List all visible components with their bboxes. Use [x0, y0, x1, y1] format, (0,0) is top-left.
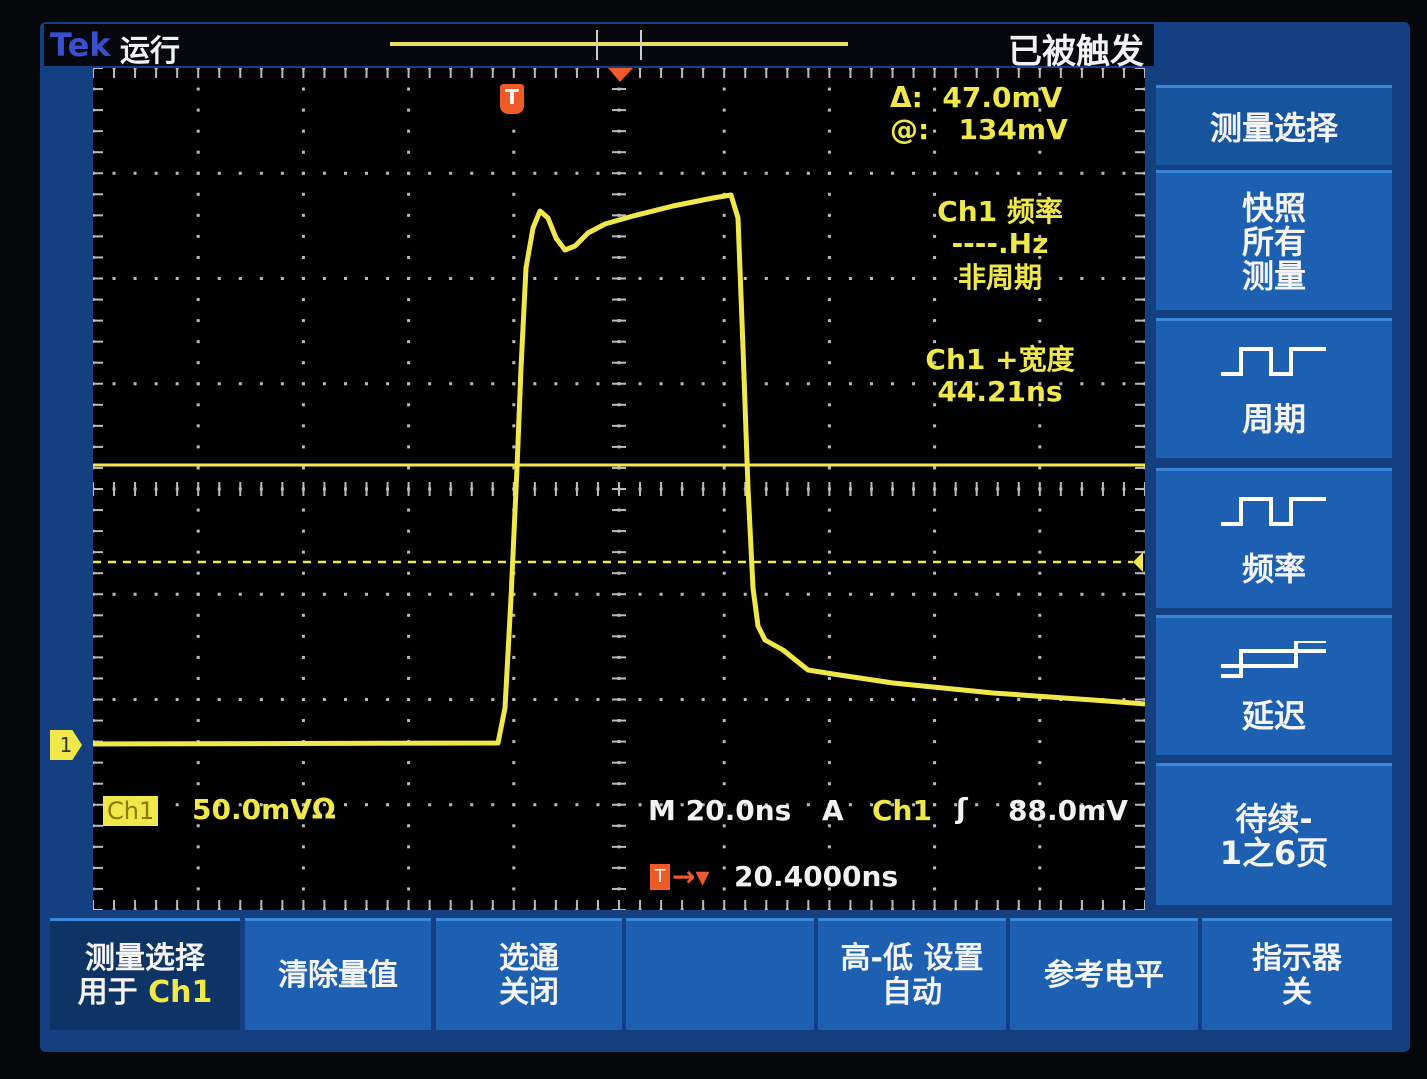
timebase-readout: M 20.0ns — [648, 794, 792, 827]
button-line2-text: 自动 — [882, 974, 942, 1010]
trigger-offset-marker: T — [650, 864, 670, 890]
side-menu-item-label: 待续- 1之6页 — [1219, 799, 1329, 872]
button-line1: 测量选择 — [85, 940, 205, 976]
arrow-down-icon: →▾ — [672, 860, 710, 893]
button-line2-text: 用于 — [77, 974, 149, 1010]
bottom-menu-button-2[interactable]: 选通 关闭 — [436, 918, 622, 1030]
side-menu-title-label: 测量选择 — [1209, 109, 1338, 147]
trigger-source: Ch1 — [872, 794, 932, 827]
side-menu-item-3[interactable]: 延迟 — [1156, 615, 1392, 755]
bottom-menu-button-4[interactable]: 高-低 设置 自动 — [818, 918, 1006, 1030]
trigger-level: 88.0mV — [1008, 794, 1128, 827]
button-line1: 指示器 — [1252, 940, 1342, 976]
ch1-badge[interactable]: Ch1 — [103, 796, 159, 826]
side-menu-item-label: 快照 所有 测量 — [1241, 188, 1306, 295]
side-menu-item-4[interactable]: 待续- 1之6页 — [1156, 763, 1392, 905]
side-menu-item-0[interactable]: 快照 所有 测量 — [1156, 170, 1392, 310]
button-line2: 关闭 — [436, 974, 622, 1010]
side-menu-item-2[interactable]: 频率 — [1156, 468, 1392, 608]
ch1-scale: 50.0mVΩ — [192, 793, 336, 826]
reference-level-arrow — [1133, 552, 1143, 572]
bottom-menu-button-1[interactable]: 清除量值 — [245, 918, 431, 1030]
side-menu-item-label: 延迟 — [1241, 696, 1306, 735]
button-line1: 清除量值 — [278, 957, 398, 993]
record-length-bar — [390, 42, 848, 46]
button-line1: 选通 — [499, 940, 559, 976]
bottom-menu-button-6[interactable]: 指示器关 — [1202, 918, 1392, 1030]
button-line2-text: 关 — [1282, 974, 1312, 1010]
freq-value: ----.Hz — [951, 227, 1049, 260]
graticule — [93, 68, 1145, 910]
button-line1: 参考电平 — [1044, 957, 1164, 993]
cursor-delta-readout: Δ: 47.0mV — [890, 81, 1063, 114]
pulse-period-icon — [1221, 346, 1326, 376]
side-menu-item-label: 周期 — [1241, 399, 1306, 438]
side-menu-item-label: 频率 — [1241, 549, 1306, 588]
freq-label: Ch1 频率 — [937, 195, 1063, 228]
button-line2: 用于 Ch1 — [50, 974, 240, 1010]
brand-logo: Tek — [50, 26, 111, 64]
side-menu-item-1[interactable]: 周期 — [1156, 318, 1392, 458]
button-line2: 关 — [1202, 974, 1392, 1010]
trigger-marker: T — [500, 84, 524, 114]
trigger-position-marker — [608, 68, 633, 82]
trigger-mode: A — [822, 794, 844, 827]
width-label: Ch1 +宽度 — [925, 343, 1075, 376]
ch1-waveform — [93, 192, 1145, 747]
button-channel: Ch1 — [148, 974, 213, 1010]
rising-edge-icon: ʃ — [956, 792, 968, 825]
button-line1: 高-低 设置 — [840, 940, 984, 976]
width-value: 44.21ns — [937, 375, 1063, 408]
run-state: 运行 — [120, 34, 180, 69]
trigger-state: 已被触发 — [1008, 32, 1144, 72]
bottom-menu-button-5[interactable]: 参考电平 — [1010, 918, 1198, 1030]
cursor-at-readout: @: 134mV — [890, 113, 1068, 146]
freq-note: 非周期 — [957, 261, 1042, 294]
bottom-menu-button-3[interactable] — [626, 918, 814, 1030]
button-line2-text: 关闭 — [499, 974, 559, 1010]
step-delay-icon — [1221, 640, 1326, 678]
side-menu-title: 测量选择 — [1156, 85, 1392, 165]
record-view-window — [596, 30, 642, 60]
pulse-frequency-icon — [1221, 496, 1326, 526]
button-line2: 自动 — [818, 974, 1006, 1010]
trigger-offset: 20.4000ns — [734, 860, 899, 893]
bottom-menu-button-0[interactable]: 测量选择 用于 Ch1 — [50, 918, 240, 1030]
